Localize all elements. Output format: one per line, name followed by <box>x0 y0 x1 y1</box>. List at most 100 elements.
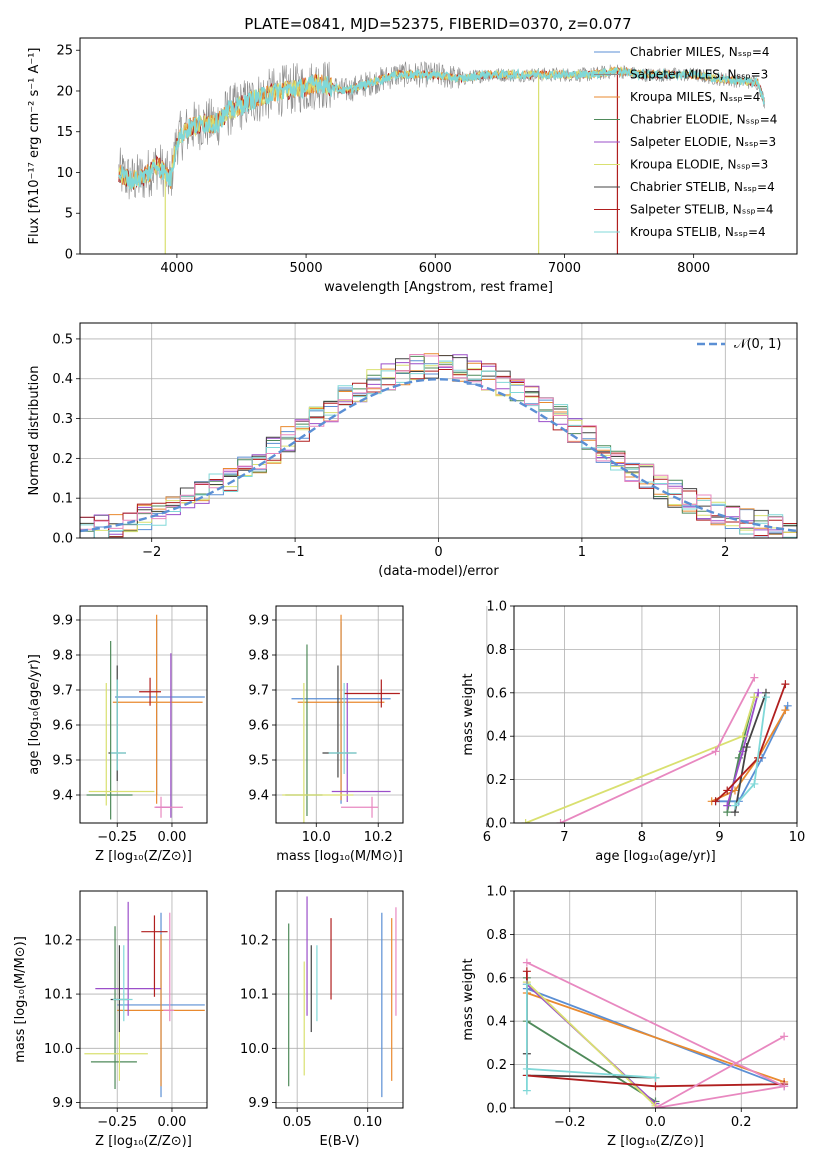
y-tick-label: 1.0 <box>486 600 507 615</box>
legend-entry: Salpeter STELIB, Nₛₛₚ=4 <box>630 203 774 217</box>
weight-line <box>526 961 788 1108</box>
axes-frame <box>79 605 208 824</box>
age_vs_mass-panel: 10.0 10.2 9.4 9.5 9.6 9.7 9.8 9.9 mass [log₁₀(M/… <box>248 605 404 864</box>
weight-marker <box>522 980 531 989</box>
spectrum-lines <box>118 61 765 254</box>
y-axis-label: age [log₁₀(age/yr)] <box>27 654 42 775</box>
weight-marker <box>750 693 759 702</box>
weight-line <box>711 709 787 803</box>
y-tick-label: 9.9 <box>52 614 73 629</box>
weight-marker <box>651 1073 660 1082</box>
x-tick-label: 6000 <box>419 261 452 276</box>
y-tick-label: 9.9 <box>248 614 269 629</box>
y-tick-label: 9.7 <box>248 684 269 699</box>
weight-marker <box>781 706 790 715</box>
weight-marker <box>711 747 720 756</box>
weight-marker <box>742 743 751 752</box>
weight-line <box>526 981 657 1107</box>
weight-line <box>714 683 787 802</box>
legend-entry: 𝒩(0, 1) <box>734 337 781 352</box>
weight-lines <box>521 673 792 823</box>
weight-marker <box>730 801 739 810</box>
weight-marker <box>556 819 565 823</box>
weight-marker <box>754 688 763 697</box>
y-tick-label: 0.6 <box>486 686 507 701</box>
y-tick-label: 0.2 <box>486 773 507 788</box>
y-tick-label: 9.5 <box>52 754 73 769</box>
x-axis-label: (data-model)/error <box>378 564 499 579</box>
x-axis-label: mass [log₁₀(M/M⊙)] <box>276 849 403 864</box>
weight-line <box>525 696 756 823</box>
legend-entry: Kroupa MILES, Nₛₛₚ=4 <box>630 90 760 104</box>
axes-frame <box>275 605 404 824</box>
axes-frame <box>513 890 798 1109</box>
weight-marker <box>522 958 531 967</box>
y-tick-label: 10 <box>56 166 73 181</box>
x-tick-label: 10.2 <box>364 830 393 845</box>
axes-frame <box>513 605 798 824</box>
x-tick-label: −0.25 <box>97 1115 137 1130</box>
y-tick-label: 10.2 <box>44 933 73 948</box>
x-tick-label: 0.00 <box>157 830 186 845</box>
x-tick-label: −0.2 <box>554 1115 586 1130</box>
weight-marker <box>761 693 770 702</box>
x-tick-label: 8000 <box>677 261 710 276</box>
y-tick-label: 0.4 <box>486 1015 507 1030</box>
y-tick-label: 0.4 <box>52 372 73 387</box>
y-tick-label: 0.8 <box>486 643 507 658</box>
x-tick-label: 10.0 <box>302 830 331 845</box>
x-tick-label: 4000 <box>160 261 193 276</box>
x-tick-label: 0.2 <box>731 1115 752 1130</box>
y-tick-label: 0.8 <box>486 928 507 943</box>
legend-entry: Chabrier STELIB, Nₛₛₚ=4 <box>630 180 775 194</box>
y-tick-label: 10.0 <box>240 1042 269 1057</box>
x-tick-label: 2 <box>721 545 729 560</box>
errorbars <box>84 901 205 1098</box>
x-axis-label: age [log₁₀(age/yr)] <box>595 849 716 864</box>
mass_vs_ebv-panel: 0.05 0.10 9.9 10.0 10.1 10.2 E(B-V) <box>240 890 404 1149</box>
legend-entry: Salpeter ELODIE, Nₛₛₚ=3 <box>630 135 776 149</box>
age_vs_Z-panel: −0.25 0.00 9.4 9.5 9.6 9.7 9.8 9.9 Z [log₁₀(Z/Z⊙… <box>27 605 208 864</box>
weight-lines <box>522 958 789 1108</box>
weight-marker <box>522 967 531 976</box>
normal-curve <box>80 377 797 533</box>
axes-frame <box>79 37 798 255</box>
x-tick-label: 6 <box>483 830 491 845</box>
y-tick-label: 1.0 <box>486 885 507 900</box>
x-tick-label: −2 <box>142 545 161 560</box>
histograms <box>80 353 797 538</box>
x-tick-label: 9 <box>715 830 723 845</box>
x-tick-label: 1 <box>578 545 586 560</box>
legend-entry: Chabrier ELODIE, Nₛₛₚ=4 <box>630 113 777 127</box>
y-tick-label: 9.6 <box>52 719 73 734</box>
y-axis-label: mass [log₁₀(M/M⊙)] <box>13 936 28 1063</box>
weight-marker <box>651 1104 660 1108</box>
y-tick-label: 9.9 <box>248 1096 269 1111</box>
weight-marker <box>780 1082 789 1091</box>
y-axis-label: Normed distribution <box>27 366 42 496</box>
x-tick-label: −0.25 <box>97 830 137 845</box>
x-axis-label: wavelength [Angstrom, rest frame] <box>324 280 553 295</box>
weight-marker <box>521 819 530 823</box>
spectrum-model-line <box>118 67 765 190</box>
weight-marker <box>750 673 759 682</box>
weight-marker <box>780 1032 789 1041</box>
weight_vs_age-panel: 6 7 8 9 10 0.0 0.2 0.4 0.6 0.8 1.0 age [log₁₀(age/y… <box>461 600 805 865</box>
y-tick-label: 0.2 <box>52 452 73 467</box>
y-tick-label: 0.0 <box>486 817 507 832</box>
y-tick-label: 0.3 <box>52 412 73 427</box>
y-tick-label: 0.6 <box>486 971 507 986</box>
y-tick-label: 25 <box>56 44 73 59</box>
y-axis-label: mass weight <box>461 958 476 1040</box>
x-tick-label: 8 <box>638 830 646 845</box>
axes-frame <box>275 890 404 1109</box>
y-tick-label: 0.5 <box>52 332 73 347</box>
weight_vs_Z-panel: −0.2 0.0 0.2 0.0 0.2 0.4 0.6 0.8 1.0 Z [log₁₀(Z/Z… <box>461 885 798 1149</box>
y-tick-label: 0 <box>65 248 73 263</box>
weight-marker <box>522 1064 531 1073</box>
x-tick-label: 0 <box>434 545 442 560</box>
y-tick-label: 0.2 <box>486 1058 507 1073</box>
y-tick-label: 9.5 <box>248 754 269 769</box>
x-tick-label: 10 <box>789 830 806 845</box>
